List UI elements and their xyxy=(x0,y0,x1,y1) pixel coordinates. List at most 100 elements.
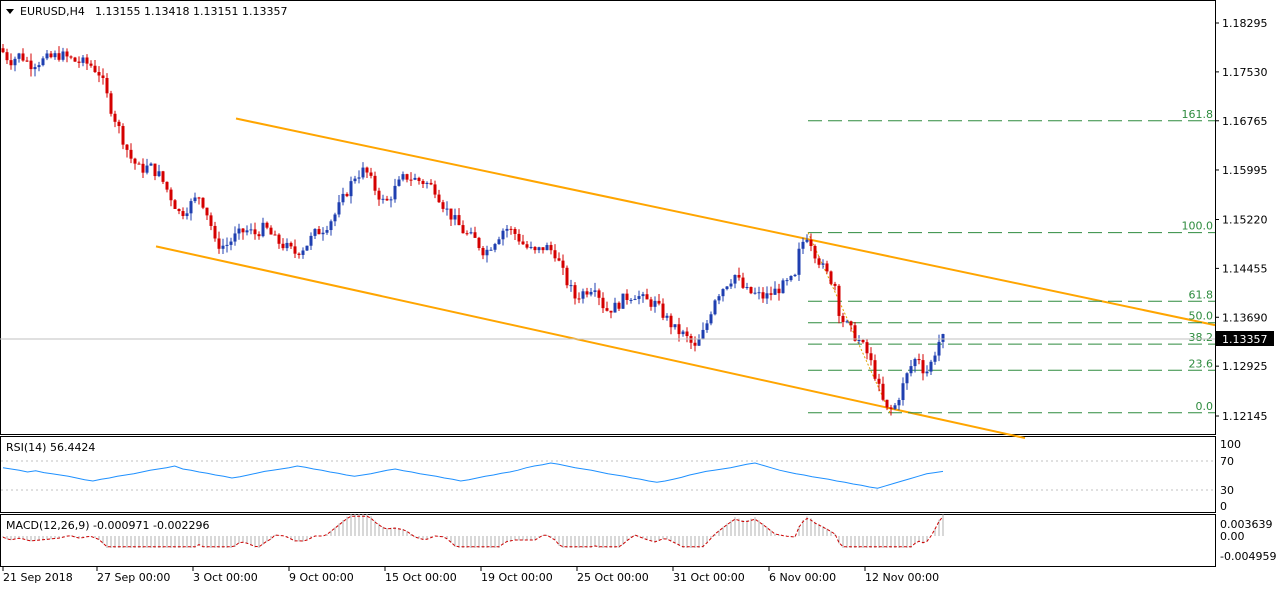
candle-body xyxy=(121,126,125,145)
candle-body xyxy=(485,249,489,256)
candle-body xyxy=(777,288,781,294)
candle-body xyxy=(5,52,9,61)
candle-body xyxy=(297,253,301,255)
candle-body xyxy=(897,400,901,406)
candle-body xyxy=(165,181,169,190)
candle-body xyxy=(213,225,217,239)
candle-body xyxy=(889,407,893,409)
candle-body xyxy=(333,214,337,222)
candle-body xyxy=(733,274,737,284)
candle-body xyxy=(217,238,221,249)
candle-body xyxy=(589,291,593,295)
candle-body xyxy=(549,245,553,251)
fib-level-label: 50.0 xyxy=(1189,310,1214,323)
candle-body xyxy=(793,274,797,277)
candle-body xyxy=(493,244,497,250)
y-tick-label: 1.17530 xyxy=(1222,66,1268,79)
candle-body xyxy=(941,334,945,342)
candle-body xyxy=(433,184,437,195)
candle-body xyxy=(713,300,717,315)
symbol-label: EURUSD,H4 xyxy=(20,5,85,18)
candle-body xyxy=(81,57,85,63)
candle-body xyxy=(665,315,669,318)
candle-body xyxy=(101,75,105,79)
candle-body xyxy=(597,290,601,298)
y-tick-label: 1.15995 xyxy=(1222,164,1268,177)
candle-body xyxy=(841,315,845,323)
candle-body xyxy=(861,340,865,343)
y-tick-label: 1.15220 xyxy=(1222,214,1268,227)
symbol-dropdown-icon[interactable] xyxy=(6,9,14,14)
candle-body xyxy=(757,292,761,294)
candle-body xyxy=(829,271,833,284)
candle-body xyxy=(233,233,237,242)
candle-body xyxy=(461,225,465,234)
candle-body xyxy=(869,353,873,361)
candle-body xyxy=(145,165,149,173)
rsi-panel: RSI(14) 56.4424 100 70 30 0 xyxy=(1,438,1241,513)
fib-level-label: 38.2 xyxy=(1189,331,1214,344)
candle-body xyxy=(105,78,109,94)
candle-body xyxy=(41,58,45,66)
candle-body xyxy=(765,293,769,299)
fibonacci-retracement: 161.8 100.0 61.8 50.0 38.2 23.6 0.0 xyxy=(807,108,1215,414)
y-tick-label: 1.12145 xyxy=(1222,410,1268,423)
y-tick-label: 1.13690 xyxy=(1222,311,1268,324)
x-tick-label: 12 Nov 00:00 xyxy=(865,571,939,584)
candle-body xyxy=(289,242,293,247)
candle-body xyxy=(565,267,569,286)
y-axis: 1.18295 1.17530 1.16765 1.15995 1.15220 1.144… xyxy=(1215,17,1268,423)
candle-body xyxy=(881,383,885,400)
candle-body xyxy=(513,229,517,234)
rsi-panel-frame xyxy=(0,436,1216,513)
candle-body xyxy=(209,215,213,226)
candle-body xyxy=(685,331,689,337)
candle-body xyxy=(845,321,849,323)
candle-body xyxy=(469,232,473,234)
candle-body xyxy=(61,51,65,60)
candle-body xyxy=(489,249,493,251)
candle-body xyxy=(885,399,889,408)
candle-body xyxy=(13,58,17,66)
candle-body xyxy=(825,263,829,272)
candle-body xyxy=(57,53,61,60)
candle-body xyxy=(581,291,585,299)
candle-body xyxy=(85,57,89,64)
candle-body xyxy=(285,242,289,249)
candle-body xyxy=(649,299,653,307)
candle-body xyxy=(697,338,701,346)
candle-body xyxy=(473,232,477,238)
candle-body xyxy=(561,260,565,268)
candle-body xyxy=(609,310,613,313)
candle-body xyxy=(201,197,205,208)
candle-body xyxy=(149,163,153,166)
candle-body xyxy=(925,371,929,374)
candle-body xyxy=(833,283,837,286)
candle-body xyxy=(457,215,461,226)
candle-body xyxy=(605,308,609,311)
candle-body xyxy=(521,241,525,245)
x-tick-label: 15 Oct 00:00 xyxy=(385,571,457,584)
candle-body xyxy=(661,303,665,318)
candle-body xyxy=(69,56,73,58)
candle-body xyxy=(37,65,41,68)
x-tick-label: 21 Sep 2018 xyxy=(3,571,73,584)
candle-body xyxy=(905,373,909,384)
macd-panel: MACD(12,26,9) -0.000971 -0.002296 0.0036… xyxy=(2,514,1276,563)
candle-body xyxy=(317,228,321,235)
candle-body xyxy=(377,190,381,200)
candle-body xyxy=(681,331,685,335)
candle-body xyxy=(9,60,13,66)
candle-body xyxy=(657,300,661,304)
candle-body xyxy=(325,230,329,233)
candle-body xyxy=(313,228,317,236)
candle-body xyxy=(837,285,841,316)
candle-body xyxy=(633,298,637,300)
candle-body xyxy=(197,197,201,199)
candle-body xyxy=(441,202,445,209)
candle-body xyxy=(933,355,937,362)
candle-body xyxy=(445,208,449,210)
rsi-label: RSI(14) 56.4424 xyxy=(6,441,95,454)
candle-body xyxy=(393,185,397,200)
candle-body xyxy=(641,294,645,297)
